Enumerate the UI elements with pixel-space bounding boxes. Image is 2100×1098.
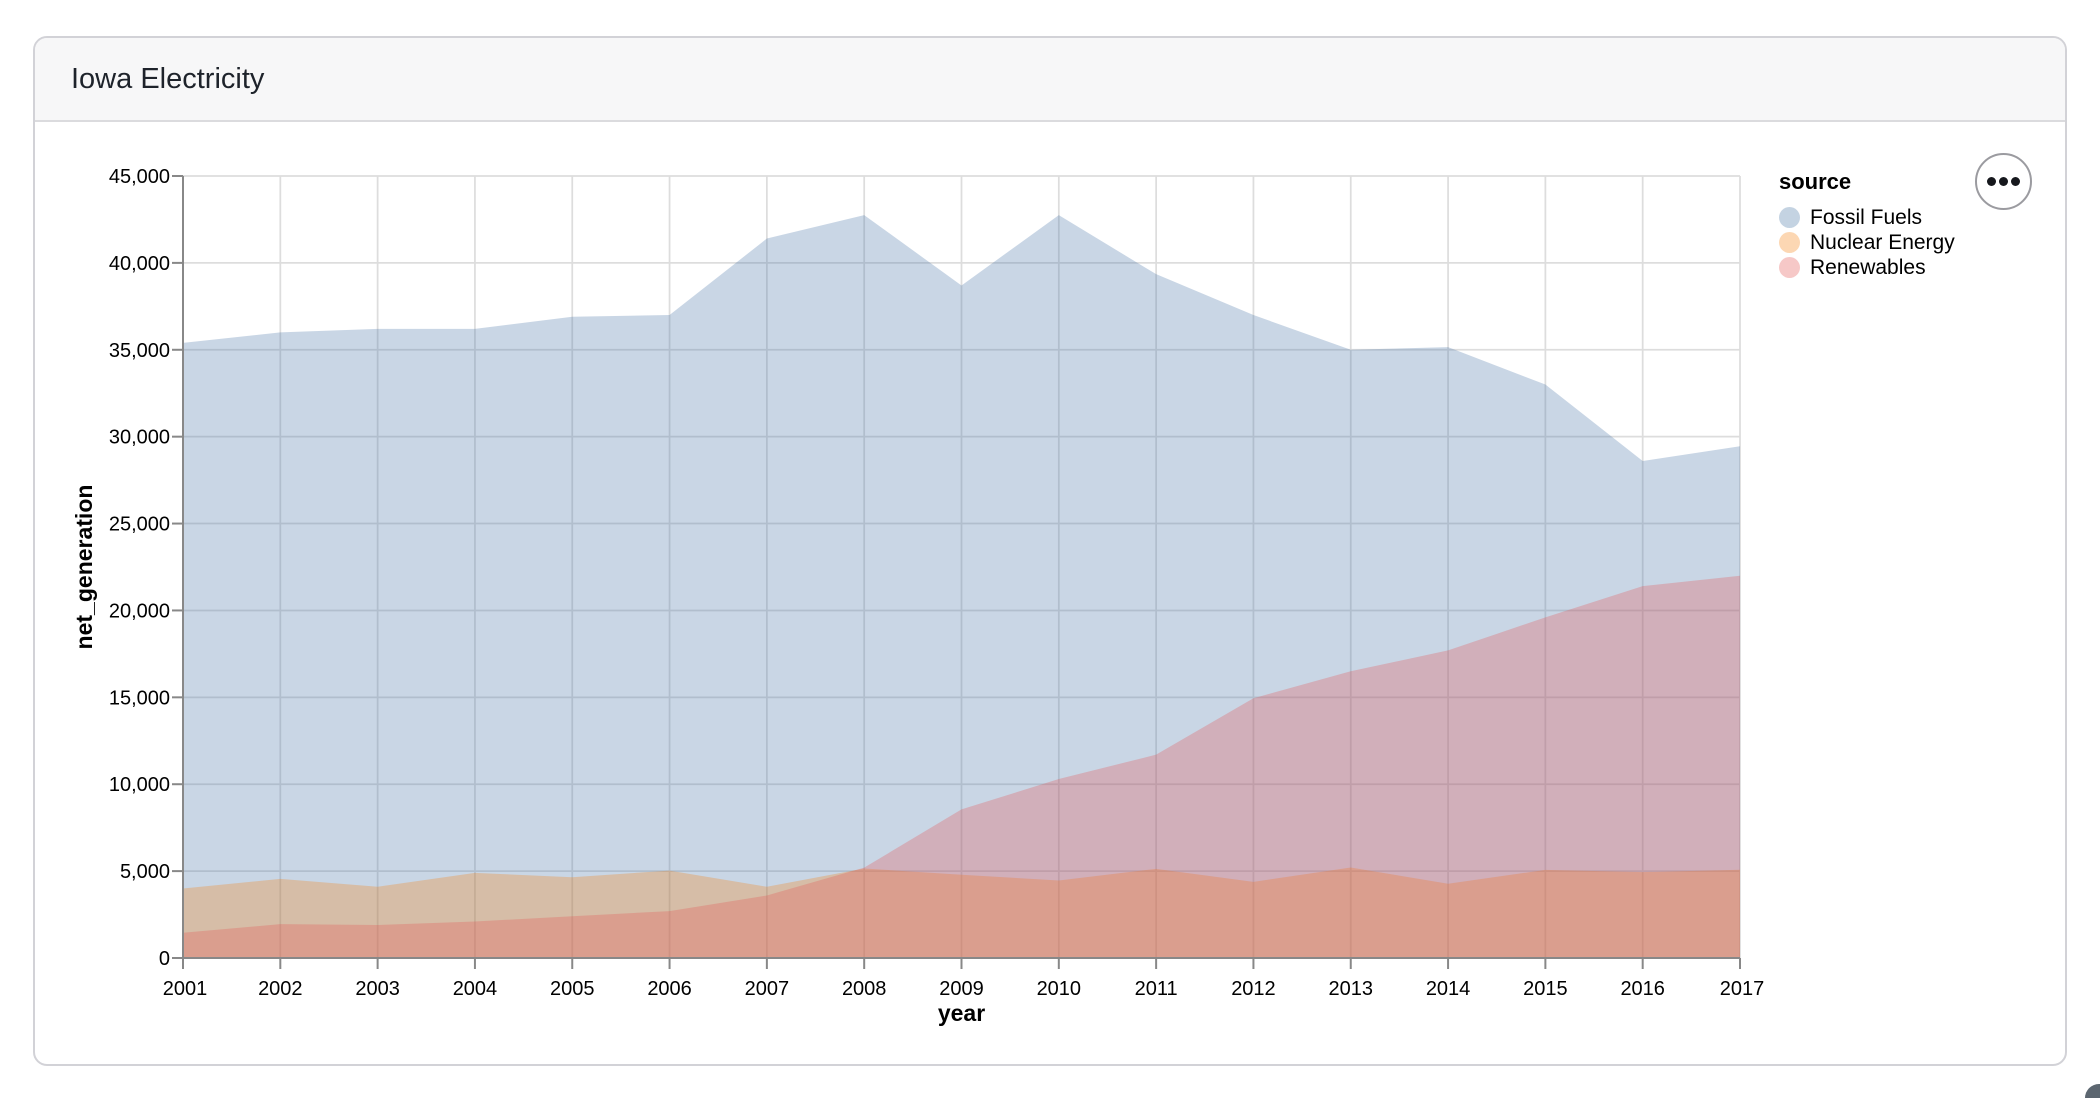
legend-item: Renewables [1779,255,1955,280]
y-tick-label: 10,000 [109,774,170,796]
card-header: Iowa Electricity [35,38,2065,122]
chart-card: Iowa Electricity [33,36,2067,1066]
x-tick-label: 2011 [1135,978,1178,1000]
legend-title: source [1779,169,1852,194]
ellipsis-icon [1999,177,2008,186]
legend-item-label: Renewables [1810,255,1926,279]
x-tick-label: 2004 [453,978,498,1000]
legend-item-label: Nuclear Energy [1810,230,1955,254]
legend-swatch-nuclear-energy [1779,232,1800,253]
x-tick-label: 2008 [842,978,887,1000]
legend-item: Nuclear Energy [1779,230,1955,255]
legend-item-label: Fossil Fuels [1810,205,1923,229]
x-axis-title: year [938,1000,985,1026]
area-fossil-fuels [183,215,1740,959]
x-tick-label: 2007 [745,978,790,1000]
y-axis-title: net_generation [71,485,97,650]
ellipsis-icon [1987,177,1996,186]
y-tick-label: 30,000 [109,427,170,449]
legend: source Fossil Fuels Nuclear Energy Renewab… [1779,169,1955,280]
y-tick-label: 15,000 [109,687,170,709]
x-tick-label: 2001 [163,978,208,1000]
legend-item: Fossil Fuels [1779,205,1955,230]
x-tick-label: 2016 [1620,978,1665,1000]
y-tick-label: 0 [159,948,170,970]
area-nuclear-energy [183,867,1740,958]
page-title: Iowa Electricity [71,62,265,95]
y-tick-label: 45,000 [109,166,170,188]
ellipsis-icon [2011,177,2020,186]
chart-actions-button[interactable] [1975,153,2032,210]
area-renewables [183,575,1740,958]
y-tick-label: 40,000 [109,253,170,275]
y-tick-label: 5,000 [120,861,170,883]
x-tick-label: 2017 [1720,978,1765,1000]
x-tick-label: 2005 [550,978,595,1000]
x-tick-label: 2010 [1037,978,1082,1000]
x-tick-label: 2013 [1329,978,1374,1000]
y-tick-label: 35,000 [109,340,170,362]
x-tick-label: 2003 [355,978,400,1000]
y-tick-label: 25,000 [109,514,170,536]
x-tick-label: 2002 [258,978,303,1000]
x-tick-label: 2012 [1231,978,1276,1000]
x-tick-label: 2014 [1426,978,1471,1000]
y-tick-label: 20,000 [109,600,170,622]
bottom-right-corner-artifact [2085,1084,2100,1098]
legend-items: Fossil Fuels Nuclear Energy Renewables [1779,205,1955,280]
x-tick-label: 2015 [1523,978,1568,1000]
x-tick-label: 2006 [647,978,692,1000]
x-tick-label: 2009 [939,978,984,1000]
legend-swatch-fossil-fuels [1779,207,1800,228]
legend-swatch-renewables [1779,257,1800,278]
